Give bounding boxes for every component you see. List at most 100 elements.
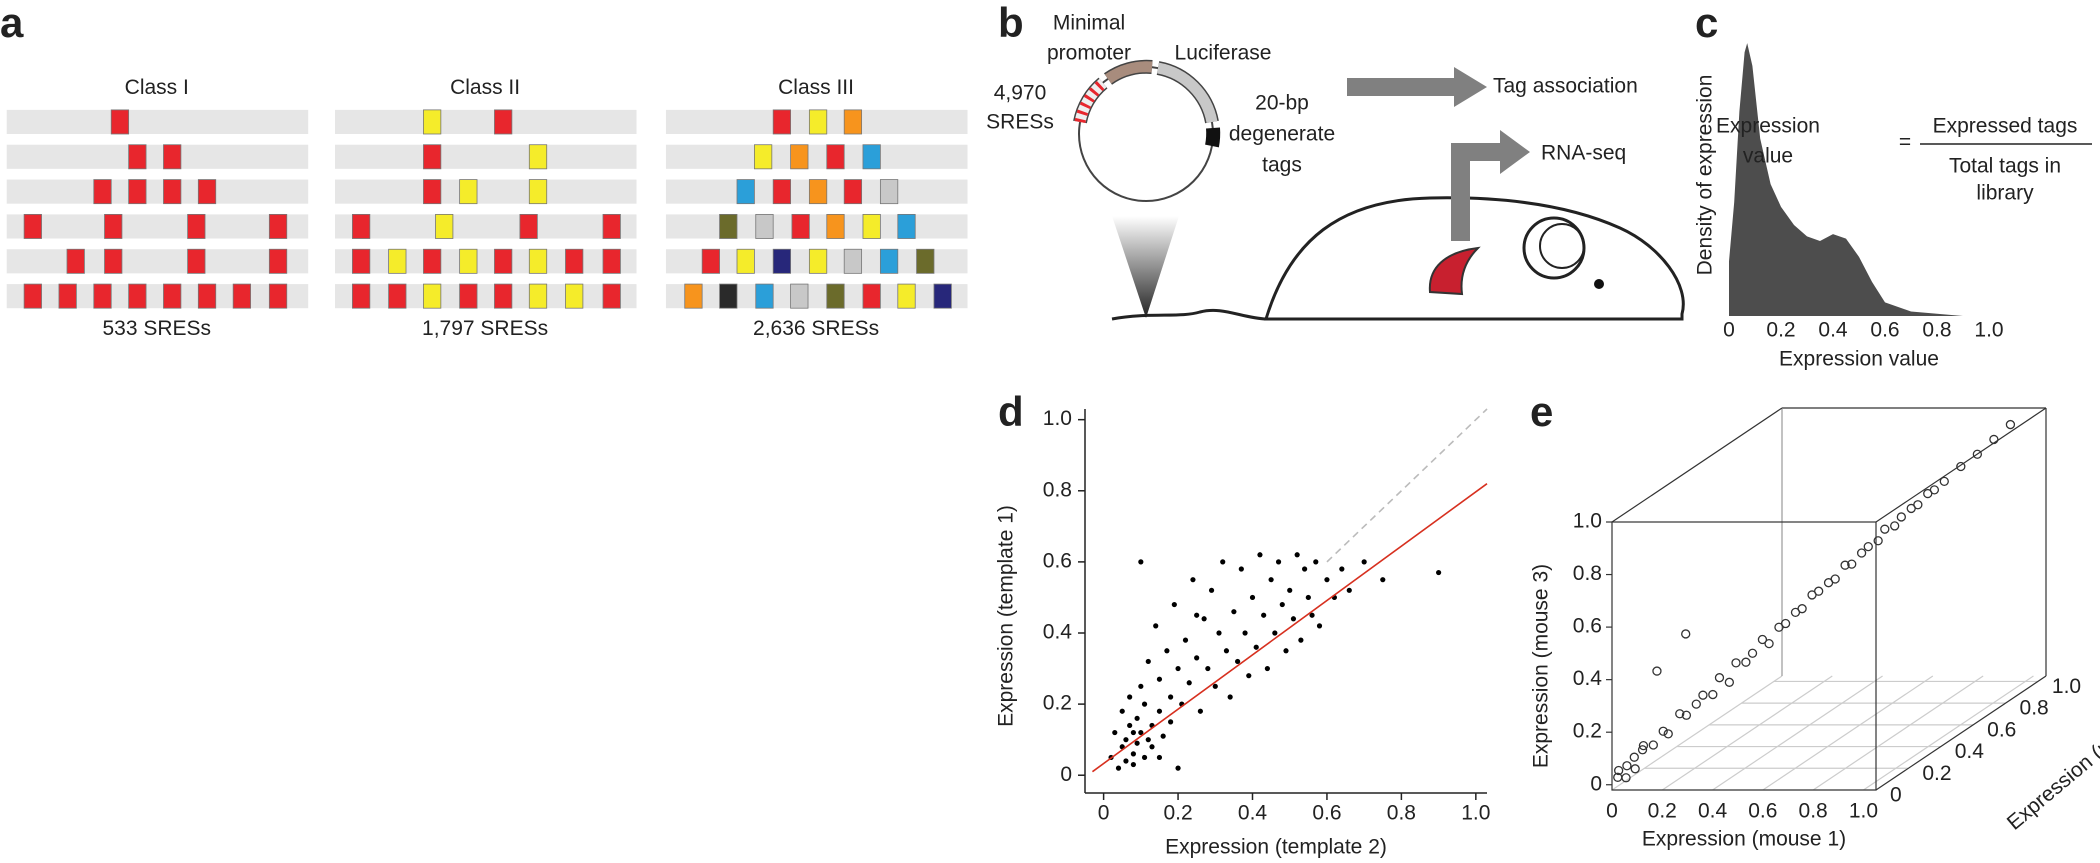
panel-letter: a <box>0 0 24 46</box>
point <box>1622 761 1632 771</box>
x-tick-label: 0.8 <box>1799 800 1828 823</box>
z-tick-label: 0.4 <box>1955 740 1985 763</box>
row-bar <box>335 284 637 309</box>
luciferase-segment <box>1156 62 1218 124</box>
element-box <box>128 179 147 205</box>
point <box>1313 559 1319 565</box>
y-axis-label: Expression (template 1) <box>995 505 1018 727</box>
point <box>1648 740 1658 750</box>
point <box>1346 587 1352 593</box>
tail <box>1111 308 1267 321</box>
point <box>1156 676 1163 682</box>
floor-grid <box>1762 675 1934 791</box>
formula-text: Expressed tags <box>1933 115 2078 138</box>
point <box>1972 449 1983 459</box>
point <box>1123 737 1129 743</box>
element-box <box>528 144 548 170</box>
point <box>1294 552 1300 558</box>
z-tick-label: 0 <box>1890 784 1902 807</box>
y-tick-label: 0.8 <box>1043 478 1072 501</box>
x-tick-label: 1.0 <box>1461 802 1490 825</box>
class-count: 1,797 SRESs <box>422 317 548 340</box>
element-box <box>388 283 407 309</box>
floor-grid <box>1661 675 1833 791</box>
x-tick-label: 0 <box>1098 802 1110 825</box>
promoter-segment <box>1104 61 1153 84</box>
point <box>1956 461 1966 472</box>
point <box>1814 586 1824 596</box>
point <box>1613 765 1624 776</box>
y-tick-label: 1.0 <box>1043 407 1072 430</box>
label: tags <box>1262 154 1302 177</box>
row-bar <box>6 249 309 274</box>
element-box <box>602 248 621 274</box>
cone <box>1112 216 1179 318</box>
x-tick-label: 0.6 <box>1312 802 1341 825</box>
label: 4,970 <box>994 82 1047 105</box>
element-box <box>423 248 442 274</box>
x-axis-label: Expression value <box>1779 348 1939 371</box>
point <box>1797 604 1807 614</box>
point <box>1156 754 1163 761</box>
label: Luciferase <box>1175 42 1272 65</box>
row-bar <box>335 144 637 169</box>
element-box <box>843 248 863 274</box>
class-title: Class I <box>125 76 189 99</box>
row-bar <box>665 284 968 309</box>
element-box <box>755 213 774 239</box>
element-box <box>772 248 791 274</box>
element-box <box>701 248 720 274</box>
point <box>1989 434 1999 445</box>
x-tick-label: 0.4 <box>1698 800 1728 823</box>
panel-b: b Minimal promoter Luciferase 4,970 SRES… <box>986 0 1685 321</box>
point <box>1630 764 1640 774</box>
row-bar <box>335 214 637 239</box>
element-box <box>897 283 916 309</box>
point <box>1316 623 1323 629</box>
row-bar <box>6 109 309 134</box>
panel-letter: b <box>998 0 1024 46</box>
element-box <box>933 283 952 309</box>
element-box <box>528 248 548 274</box>
point <box>1168 719 1174 725</box>
point <box>1302 566 1308 572</box>
point <box>1747 648 1758 658</box>
row-bar <box>6 144 309 169</box>
element-box <box>843 179 863 205</box>
point <box>1175 765 1181 771</box>
element-box <box>163 283 182 309</box>
y-tick-label: 0.6 <box>1573 615 1602 638</box>
element-box <box>268 248 288 274</box>
element-box <box>268 213 288 239</box>
element-box <box>602 283 621 309</box>
point <box>1283 648 1289 654</box>
point <box>1724 677 1735 687</box>
point <box>1272 630 1278 636</box>
point <box>1264 665 1270 672</box>
element-box <box>736 248 755 274</box>
point <box>1268 577 1274 583</box>
element-box <box>459 248 478 274</box>
point <box>1287 587 1293 593</box>
row-bar <box>665 144 968 169</box>
y-tick-label: 0.2 <box>1573 720 1602 743</box>
point <box>1145 658 1151 665</box>
point <box>1691 699 1701 709</box>
element-box <box>352 248 371 274</box>
element-box <box>879 179 899 205</box>
element-box <box>494 248 513 274</box>
element-box <box>104 213 123 239</box>
element-box <box>93 179 112 205</box>
x-tick-label: 0.8 <box>1387 802 1416 825</box>
organ <box>1428 246 1481 296</box>
point <box>1186 680 1192 686</box>
element-box <box>110 109 130 135</box>
y-tick-label: 0.4 <box>1043 621 1073 644</box>
point <box>1708 689 1718 700</box>
z-tick-label: 0.8 <box>2020 697 2049 720</box>
point <box>1658 726 1668 736</box>
formula-text: = <box>1899 131 1911 154</box>
y-tick-label: 0 <box>1060 763 1072 786</box>
point <box>1780 618 1791 629</box>
